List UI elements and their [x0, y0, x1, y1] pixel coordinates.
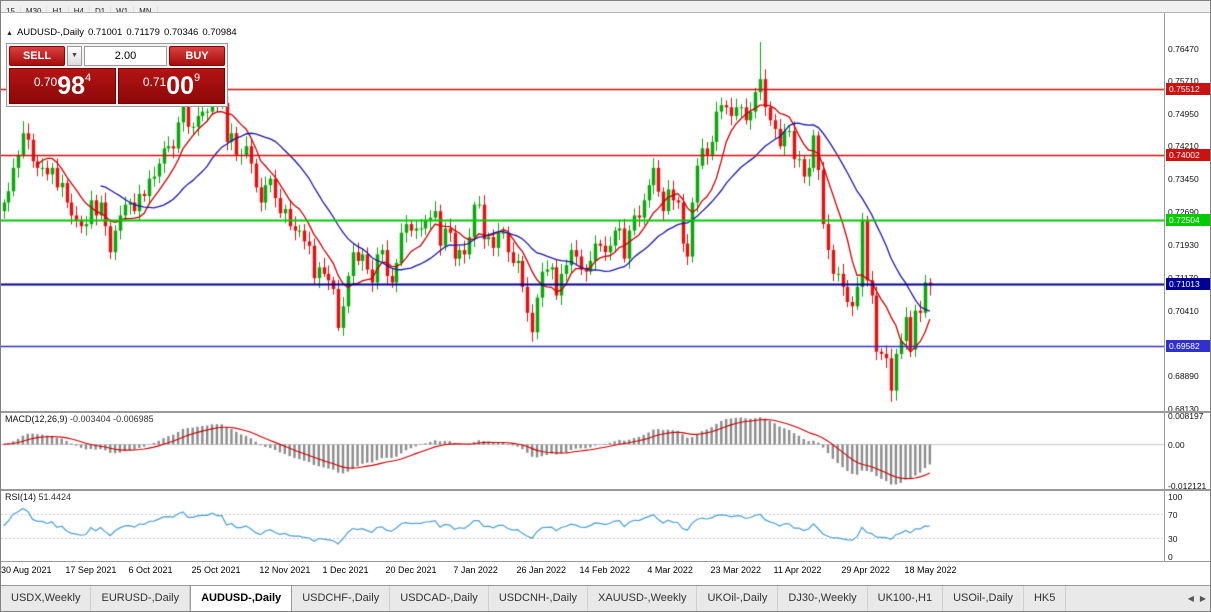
- chart-tab[interactable]: DJ30-,Weekly: [778, 586, 868, 611]
- date-tick-label: 20 Dec 2021: [385, 565, 437, 575]
- sell-price-pips: 98: [57, 72, 86, 100]
- rsi-panel-separator[interactable]: [1, 489, 1210, 491]
- buy-price-point: 9: [194, 72, 201, 84]
- price-tick-label: 0.74210: [1168, 141, 1199, 152]
- price-tick-label: 0.72690: [1168, 207, 1199, 218]
- date-tick-label: 25 Oct 2021: [191, 565, 241, 575]
- symbol-label: AUDUSD-,Daily: [16, 27, 84, 38]
- time-scale[interactable]: 30 Aug 2021 17 Sep 2021 6 Oct 2021 25 Oct 2…: [1, 562, 1210, 587]
- rsi-canvas[interactable]: [1, 491, 1166, 561]
- date-tick-label: 6 Oct 2021: [128, 565, 173, 575]
- sell-price-display[interactable]: 0.70984: [9, 68, 116, 104]
- timeframe-toolbar: 15 M30 H1 H4 D1 W1 MN: [1, 1, 1210, 13]
- ohlc-close: 0.70984: [202, 27, 237, 38]
- price-tick-label: 0.71170: [1168, 273, 1198, 283]
- ohlc-high: 0.71179: [126, 27, 160, 38]
- price-level-tag: 0.75512: [1166, 83, 1210, 96]
- date-tick-label: 23 Mar 2022: [710, 565, 761, 575]
- chart-area: 0.76470 0.75710 0.74950 0.74210 0.73450 0.726…: [1, 13, 1210, 587]
- chart-tab[interactable]: USOil-,Daily: [943, 586, 1024, 611]
- price-tick-label: 0.71930: [1168, 239, 1199, 250]
- chart-tab[interactable]: XAUUSD-,Weekly: [588, 586, 698, 611]
- volume-spinner-button[interactable]: ▼: [67, 46, 82, 66]
- price-tick-label: 0.68130: [1168, 404, 1199, 415]
- tabs-scroll-right-icon[interactable]: ▶: [1199, 594, 1206, 603]
- macd-scale-label: -0.012121: [1168, 481, 1207, 492]
- tabs-scroll-left-icon[interactable]: ◀: [1187, 594, 1194, 603]
- date-tick-label: 1 Dec 2021: [322, 565, 369, 575]
- ohlc-low: 0.70346: [163, 27, 199, 38]
- date-tick-label: 26 Jan 2022: [516, 565, 566, 575]
- price-tick-label: 0.73450: [1168, 174, 1199, 185]
- timeframe-button[interactable]: M30: [21, 6, 48, 12]
- time-scale-separator: [1, 561, 1210, 562]
- price-tick-label: 0.75710: [1168, 76, 1199, 87]
- timeframe-button[interactable]: 15: [1, 6, 21, 12]
- buy-price-figure: 0.71: [142, 75, 167, 89]
- price-level-tag: 0.72504: [1166, 213, 1210, 226]
- price-tick-label: 0.68890: [1168, 371, 1199, 382]
- chart-tab[interactable]: UKOil-,Daily: [697, 586, 779, 611]
- sell-price-point: 4: [85, 72, 92, 84]
- macd-scale-label: 0.00: [1168, 439, 1185, 450]
- buy-price-pips: 00: [166, 72, 195, 100]
- ohlc-open: 0.71001: [87, 27, 123, 38]
- date-tick-label: 17 Sep 2021: [65, 565, 117, 575]
- chart-tab[interactable]: USDX,Weekly: [1, 586, 92, 611]
- macd-label: MACD(12,26,9) -0.003404 -0.006985: [5, 414, 154, 424]
- timeframe-button[interactable]: D1: [90, 6, 112, 12]
- tabs-scroll-controls: ◀ ▶: [1184, 586, 1210, 611]
- date-tick-label: 30 Aug 2021: [1, 565, 52, 575]
- price-scale[interactable]: 0.76470 0.75710 0.74950 0.74210 0.73450 0.726…: [1164, 13, 1210, 562]
- date-tick-label: 11 Apr 2022: [773, 565, 822, 575]
- rsi-title: RSI(14): [5, 492, 37, 502]
- chart-tab[interactable]: UK100-,H1: [868, 586, 944, 611]
- timeframe-button[interactable]: MN: [134, 6, 158, 12]
- price-tick-label: 0.70410: [1168, 305, 1199, 316]
- price-tick-label: 0.76470: [1168, 43, 1199, 54]
- sell-button[interactable]: SELL: [9, 46, 65, 66]
- macd-values: -0.003404 -0.006985: [70, 414, 154, 424]
- price-tick-label: 0.74950: [1168, 109, 1199, 120]
- macd-title: MACD(12,26,9): [5, 414, 68, 424]
- date-tick-label: 7 Jan 2022: [453, 565, 498, 575]
- date-tick-label: 14 Feb 2022: [579, 565, 631, 575]
- one-click-trading-panel: SELL ▼ 2.00 BUY 0.70984 0.71009: [6, 43, 228, 107]
- macd-canvas[interactable]: [1, 413, 1166, 489]
- chart-tab[interactable]: EURUSD-,Daily: [91, 586, 191, 611]
- timeframe-button[interactable]: H1: [47, 6, 69, 12]
- timeframe-button[interactable]: H4: [69, 6, 90, 12]
- date-tick-label: 18 May 2022: [904, 565, 957, 575]
- chart-tab[interactable]: HK5: [1024, 586, 1067, 611]
- chart-tab[interactable]: AUDUSD-,Daily: [190, 586, 293, 611]
- timeframe-button[interactable]: W1: [111, 6, 135, 12]
- price-level-tag: 0.71013: [1166, 278, 1210, 291]
- buy-button[interactable]: BUY: [169, 46, 225, 66]
- rsi-scale-label: 100: [1168, 491, 1183, 502]
- price-level-tag: 0.69582: [1166, 340, 1210, 353]
- rsi-label: RSI(14) 51.4424: [5, 492, 72, 502]
- sell-price-figure: 0.70: [33, 75, 58, 89]
- chart-tab[interactable]: USDCAD-,Daily: [390, 586, 489, 611]
- macd-panel-separator[interactable]: [1, 411, 1210, 413]
- chart-tab[interactable]: USDCNH-,Daily: [489, 586, 589, 611]
- macd-scale-label: 0.008197: [1168, 411, 1204, 422]
- one-click-collapse-icon[interactable]: ▲: [6, 30, 13, 37]
- volume-input[interactable]: 2.00: [84, 46, 167, 66]
- chart-info-line: ▲ AUDUSD-,Daily 0.71001 0.71179 0.70346 0.709…: [6, 27, 241, 38]
- buy-price-display[interactable]: 0.71009: [118, 68, 225, 104]
- rsi-scale-label: 0: [1168, 551, 1173, 562]
- date-tick-label: 12 Nov 2021: [259, 565, 311, 575]
- date-tick-label: 4 Mar 2022: [647, 565, 693, 575]
- chart-tab[interactable]: USDCHF-,Daily: [292, 586, 391, 611]
- rsi-value: 51.4424: [38, 492, 72, 502]
- date-tick-label: 29 Apr 2022: [841, 565, 890, 575]
- rsi-scale-label: 30: [1168, 533, 1178, 544]
- rsi-scale-label: 70: [1168, 509, 1178, 520]
- chart-tabs-bar: USDX,Weekly EURUSD-,Daily AUDUSD-,Daily USD…: [1, 585, 1210, 611]
- price-level-tag: 0.74002: [1166, 148, 1210, 161]
